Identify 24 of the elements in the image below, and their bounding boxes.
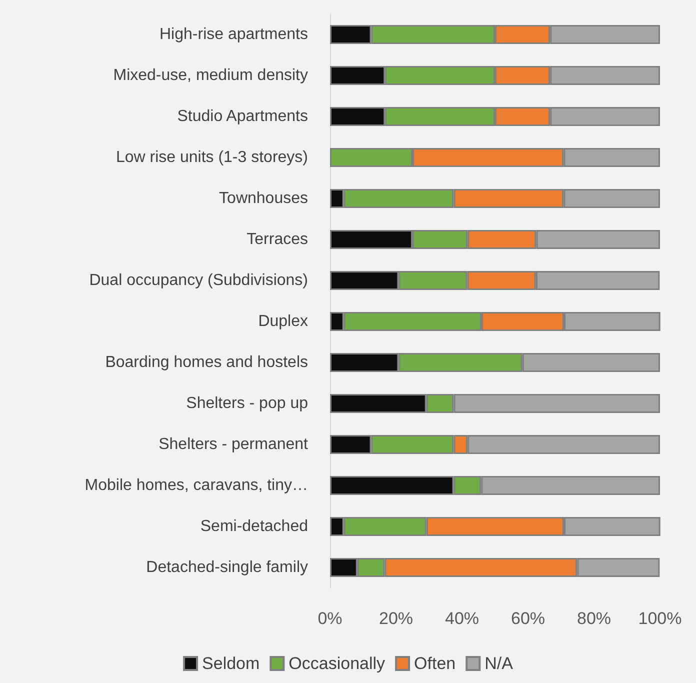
y-tick-label: Detached-single family [146, 559, 308, 576]
legend-label: Seldom [202, 654, 260, 673]
y-tick-label: Townhouses [219, 190, 308, 207]
y-tick-label: Studio Apartments [177, 108, 308, 125]
legend-label: N/A [484, 654, 514, 673]
legend-label: Occasionally [288, 654, 386, 673]
y-tick-label: Terraces [246, 231, 308, 248]
x-tick-label: 100% [638, 609, 682, 628]
legend-label: Often [414, 654, 456, 673]
y-tick-label: Shelters - permanent [158, 436, 309, 453]
y-tick-label: Boarding homes and hostels [105, 354, 308, 371]
y-tick-label: Low rise units (1-3 storeys) [116, 149, 308, 166]
y-tick-label: High-rise apartments [160, 26, 308, 43]
y-tick-label: Duplex [258, 313, 308, 330]
x-tick-label: 40% [444, 609, 480, 628]
y-tick-label: Dual occupancy (Subdivisions) [89, 272, 308, 289]
y-tick-label: Semi-detached [200, 518, 308, 535]
y-tick-label: Mixed-use, medium density [113, 67, 308, 84]
y-tick-label: Mobile homes, caravans, tiny… [84, 477, 308, 494]
x-tick-label: 20% [378, 609, 414, 628]
x-tick-label: 80% [576, 609, 612, 628]
x-tick-label: 0% [318, 609, 342, 628]
y-tick-label: Shelters - pop up [186, 395, 308, 412]
x-tick-label: 60% [510, 609, 546, 628]
